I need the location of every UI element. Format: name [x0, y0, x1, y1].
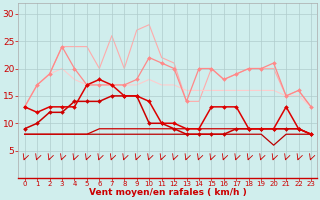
X-axis label: Vent moyen/en rafales ( km/h ): Vent moyen/en rafales ( km/h ): [89, 188, 247, 197]
